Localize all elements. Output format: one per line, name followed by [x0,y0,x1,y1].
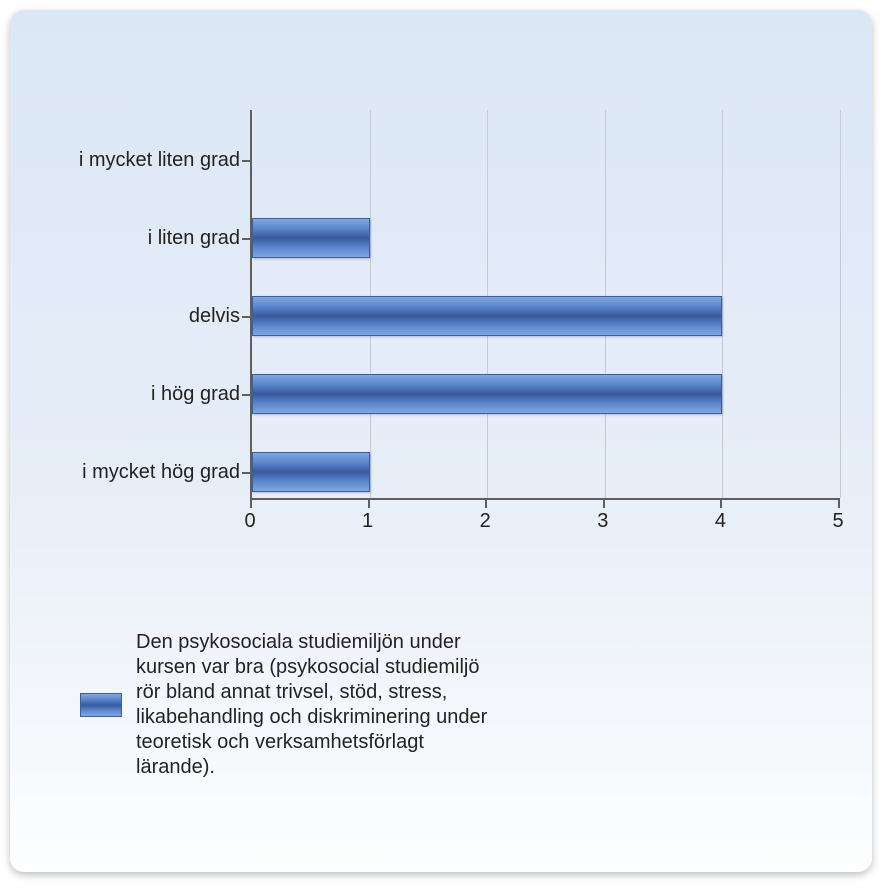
x-tick-mark [603,500,605,508]
y-category-label: delvis [10,305,240,327]
legend-text: Den psykosociala studiemiljön under kurs… [136,630,506,780]
bar [252,374,722,414]
x-tick-mark [838,500,840,508]
bar [252,218,370,258]
y-tick-mark [242,160,250,162]
x-tick-mark [720,500,722,508]
legend-swatch [80,693,122,717]
y-category-label: i mycket hög grad [10,461,240,483]
y-tick-mark [242,316,250,318]
x-tick-mark [485,500,487,508]
bar [252,452,370,492]
x-tick-label: 0 [230,510,270,533]
x-tick-mark [250,500,252,508]
x-tick-label: 4 [700,510,740,533]
gridline [840,110,841,498]
y-category-label: i liten grad [10,227,240,249]
x-tick-label: 5 [818,510,858,533]
x-tick-label: 2 [465,510,505,533]
chart-area: 012345i mycket liten gradi liten graddel… [250,110,840,550]
bar [252,296,722,336]
x-tick-label: 1 [348,510,388,533]
x-tick-mark [368,500,370,508]
legend: Den psykosociala studiemiljön under kurs… [80,630,506,780]
x-tick-label: 3 [583,510,623,533]
y-category-label: i hög grad [10,383,240,405]
gridline [722,110,723,498]
y-category-label: i mycket liten grad [10,149,240,171]
y-tick-mark [242,472,250,474]
y-tick-mark [242,394,250,396]
y-tick-mark [242,238,250,240]
chart-panel: 0 1 2 3 4 5 i mycket liten grad i liten grad del… [10,10,872,872]
